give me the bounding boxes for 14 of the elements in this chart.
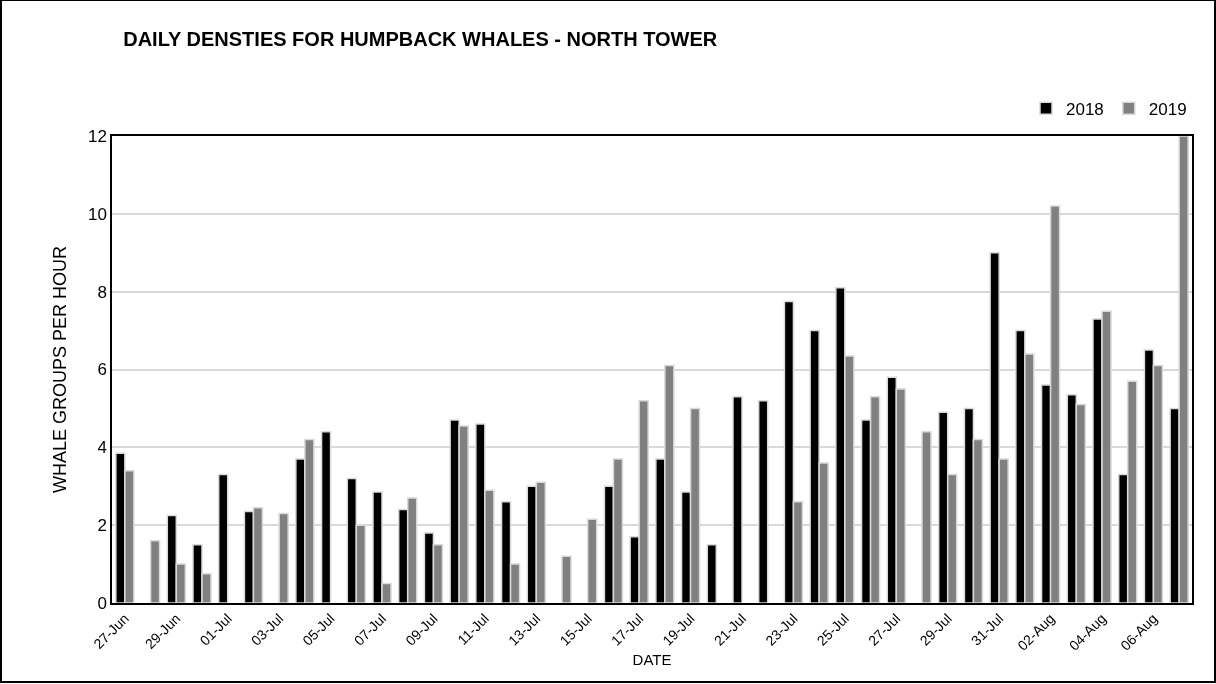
bar: [149, 539, 161, 603]
legend-label: 2018: [1066, 99, 1104, 119]
bar: [561, 555, 572, 603]
y-axis-title: WHALE GROUPS PER HOUR: [49, 245, 70, 494]
chart-title: DAILY DENSTIES FOR HUMPBACK WHALES - NORTH TOWER: [123, 27, 718, 50]
y-tick-label: 12: [87, 126, 107, 146]
legend-label: 2019: [1148, 99, 1187, 119]
x-axis-title: DATE: [632, 650, 672, 668]
y-tick-label: 10: [87, 204, 107, 224]
y-tick-label: 2: [97, 516, 107, 536]
y-tick-label: 0: [97, 593, 107, 613]
y-tick-label: 4: [97, 438, 107, 458]
y-tick-label: 8: [97, 282, 107, 302]
y-tick-label: 6: [97, 360, 107, 380]
